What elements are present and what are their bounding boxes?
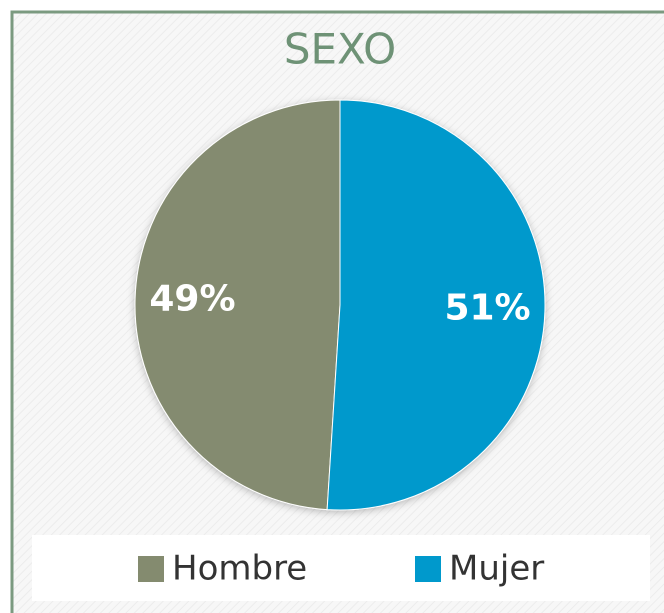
legend-swatch <box>415 556 441 582</box>
pie-slice <box>134 99 341 511</box>
legend-label: Hombre <box>172 549 307 589</box>
legend-box <box>32 535 650 601</box>
pie <box>134 99 546 511</box>
legend-swatch <box>138 556 164 582</box>
chart-title: SEXO <box>284 25 396 74</box>
legend-label: Mujer <box>449 549 544 589</box>
data-label: 49% <box>149 278 235 319</box>
data-label: 51% <box>444 288 530 329</box>
pie-slice <box>326 99 546 511</box>
